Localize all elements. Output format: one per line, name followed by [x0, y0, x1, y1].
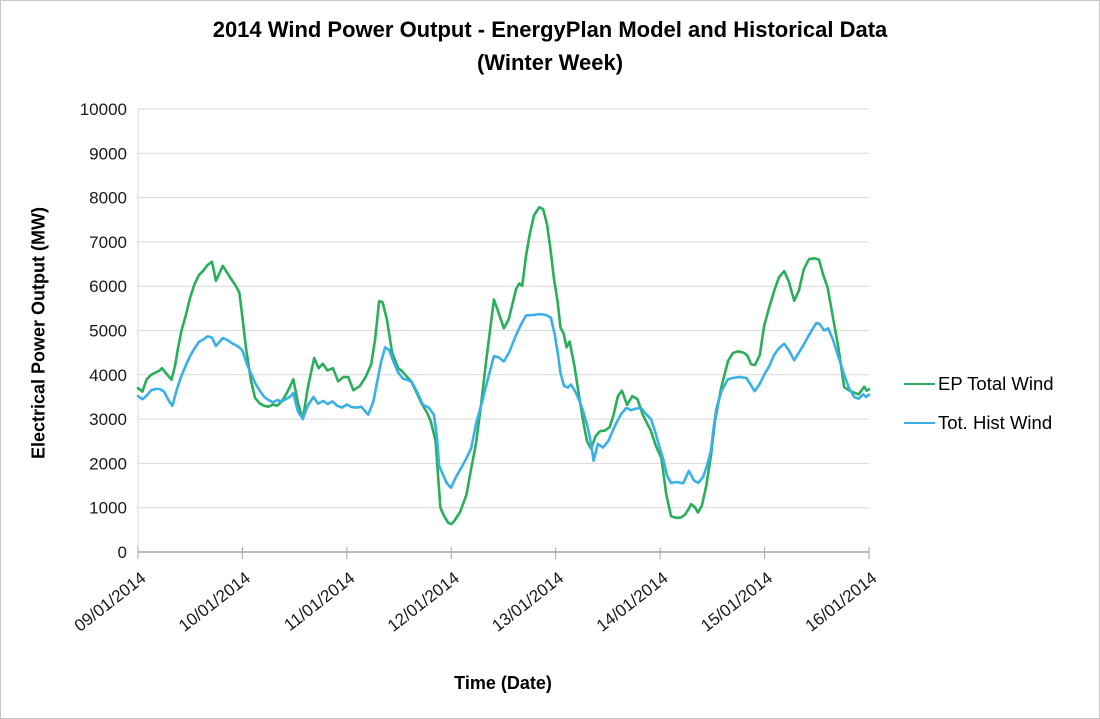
y-tick-label: 2000 [89, 454, 127, 473]
y-tick-label: 4000 [89, 366, 127, 385]
series-line-ep-total-wind [136, 206, 871, 526]
y-tick-label: 10000 [80, 100, 127, 119]
chart-title-line2: (Winter Week) [476, 50, 624, 75]
x-tick-label: 11/01/2014 [281, 568, 359, 635]
legend-line-swatch-blue [904, 422, 935, 424]
chart-title: 2014 Wind Power Output - EnergyPlan Mode… [1, 13, 1099, 79]
x-tick-label: 16/01/2014 [802, 568, 881, 635]
x-tick-label: 12/01/2014 [384, 568, 463, 635]
x-tick-label: 10/01/2014 [175, 568, 254, 635]
y-tick-label: 1000 [89, 499, 127, 518]
series-line-tot-hist-wind [136, 312, 871, 490]
y-tick-label: 6000 [89, 277, 127, 296]
y-tick-label: 8000 [89, 189, 127, 208]
legend-line-swatch-green [904, 383, 935, 385]
legend-item-tot-hist-wind: Tot. Hist Wind [904, 412, 1054, 434]
legend-label-tot-hist-wind: Tot. Hist Wind [938, 412, 1053, 433]
legend-item-ep-total-wind: EP Total Wind [904, 373, 1054, 395]
y-axis-title: Electrical Power Output (MW) [28, 206, 49, 460]
y-tick-label: 3000 [89, 410, 127, 429]
legend: EP Total Wind Tot. Hist Wind [904, 373, 1054, 434]
y-tick-label: 9000 [89, 144, 127, 163]
x-tick-label: 15/01/2014 [697, 568, 776, 635]
y-tick-label: 7000 [89, 233, 127, 252]
legend-label-ep-total-wind: EP Total Wind [938, 373, 1054, 394]
x-axis-title: Time (Date) [454, 673, 552, 693]
x-tick-label: 13/01/2014 [488, 568, 567, 635]
chart-title-line1: 2014 Wind Power Output - EnergyPlan Mode… [212, 17, 888, 42]
x-tick-label: 09/01/2014 [71, 568, 150, 635]
x-tick-label: 14/01/2014 [593, 568, 672, 635]
y-tick-label: 5000 [89, 322, 127, 341]
y-tick-label: 0 [118, 543, 127, 562]
